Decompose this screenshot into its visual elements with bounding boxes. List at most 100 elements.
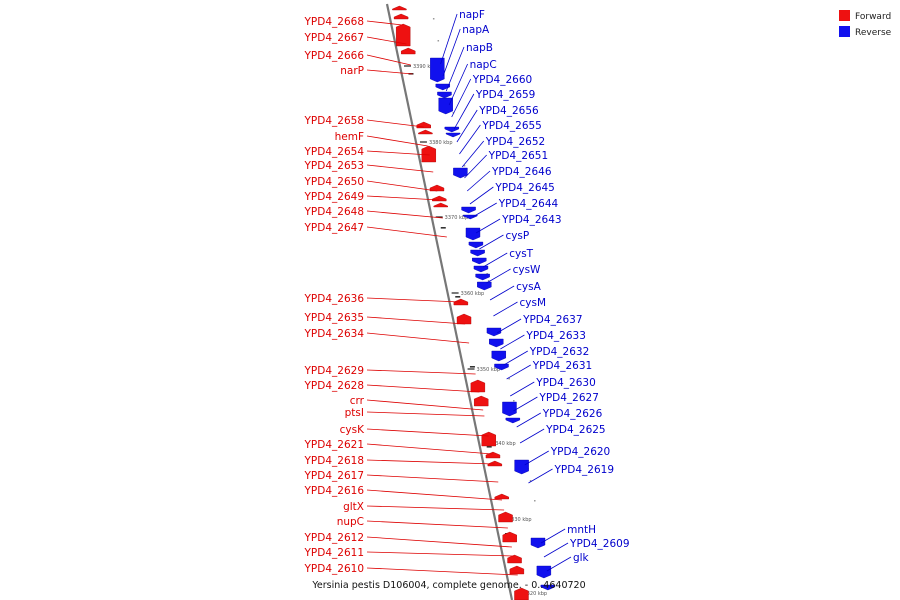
forward-gene-label: YPD4_2621 xyxy=(304,439,364,451)
reverse-leader-line xyxy=(546,556,572,572)
forward-leader-line xyxy=(366,443,493,455)
reverse-leader-line xyxy=(442,28,461,77)
reverse-gene-label: YPD4_2626 xyxy=(542,408,603,420)
forward-gene-label: YPD4_2635 xyxy=(304,312,364,324)
reverse-gene-feature xyxy=(530,537,546,549)
forward-gene-feature xyxy=(470,379,486,393)
forward-gene-label: YPD4_2658 xyxy=(304,115,364,127)
reverse-gene-label: glk xyxy=(573,552,590,564)
reverse-gene-label: YPD4_2633 xyxy=(525,330,585,342)
forward-gene-feature xyxy=(433,202,448,208)
forward-leader-line xyxy=(366,474,499,483)
reverse-gene-feature xyxy=(475,273,490,281)
reverse-gene-label: YPD4_2625 xyxy=(545,424,605,436)
forward-gene-label: YPD4_2650 xyxy=(304,176,364,188)
reverse-leader-line xyxy=(466,170,491,192)
backbone-layer xyxy=(385,3,514,600)
forward-leader-line xyxy=(366,119,424,128)
reverse-gene-label: YPD4_2619 xyxy=(554,464,614,476)
forward-leader-line xyxy=(366,69,413,75)
reverse-leader-line xyxy=(472,202,497,218)
reverse-leader-line xyxy=(451,78,472,118)
forward-leader-line xyxy=(366,428,489,437)
reverse-gene-label: YPD4_2620 xyxy=(550,446,610,458)
reverse-gene-label: napA xyxy=(462,24,490,36)
reverse-leader-line xyxy=(440,13,458,65)
reverse-gene-label: YPD4_2660 xyxy=(472,74,532,86)
reverse-gene-label: YPD4_2656 xyxy=(478,105,539,117)
forward-leader-line xyxy=(366,150,430,156)
reverse-gene-feature xyxy=(468,241,484,249)
reverse-leader-line xyxy=(496,318,522,334)
reverse-gene-feature xyxy=(491,350,506,362)
forward-gene-feature xyxy=(421,145,436,163)
forward-leader-line xyxy=(366,536,512,548)
reverse-leader-line xyxy=(482,252,508,268)
forward-leader-line xyxy=(366,135,428,147)
forward-gene-label: ptsI xyxy=(345,407,364,419)
forward-leader-line xyxy=(366,226,447,238)
track-dot xyxy=(529,480,532,482)
legend-swatch-forward xyxy=(839,10,850,21)
forward-leader-line xyxy=(366,399,484,411)
reverse-gene-label: napF xyxy=(459,9,485,21)
forward-gene-feature xyxy=(498,511,513,523)
reverse-gene-feature xyxy=(514,459,529,475)
forward-leader-line xyxy=(366,195,440,201)
reverse-leader-line xyxy=(489,285,515,301)
forward-gene-feature xyxy=(393,13,409,20)
scale-tick-label: 3330 kbp xyxy=(508,517,532,523)
reverse-gene-label: YPD4_2630 xyxy=(535,377,595,389)
forward-gene-label: YPD4_2610 xyxy=(304,563,364,575)
forward-leader-line xyxy=(366,20,403,26)
reverse-gene-feature xyxy=(453,167,468,179)
track-dot xyxy=(508,378,510,380)
feature-marker xyxy=(455,296,461,298)
forward-gene-label: YPD4_2647 xyxy=(304,222,364,234)
forward-leader-line xyxy=(366,369,476,375)
forward-gene-label: crr xyxy=(350,395,365,407)
reverse-leader-line xyxy=(464,154,487,179)
reverse-gene-feature xyxy=(477,281,492,291)
forward-gene-label: hemF xyxy=(335,131,364,143)
forward-leader-line xyxy=(366,164,434,173)
forward-gene-feature xyxy=(514,587,529,600)
reverse-gene-label: napC xyxy=(470,59,497,71)
reverse-leader-line xyxy=(540,528,566,544)
reverse-leader-line xyxy=(543,542,569,558)
scale-tick-label: 3390 kbp xyxy=(413,64,437,70)
forward-gene-feature xyxy=(453,298,469,306)
reverse-leader-line xyxy=(503,350,528,366)
forward-gene-feature xyxy=(395,23,411,47)
genome-caption: Yersinia pestis D106004, complete genome… xyxy=(311,580,585,591)
reverse-leader-line xyxy=(448,63,468,106)
reverse-leader-line xyxy=(456,109,478,143)
reverse-gene-feature xyxy=(444,126,459,133)
forward-gene-feature xyxy=(429,184,445,192)
reverse-gene-label: cysW xyxy=(513,264,541,276)
reverse-gene-label: cysM xyxy=(520,297,547,309)
reverse-leader-line xyxy=(516,412,541,428)
forward-gene-feature xyxy=(456,313,472,325)
track-dot xyxy=(534,500,536,502)
reverse-gene-label: mntH xyxy=(567,524,596,536)
forward-gene-label: YPD4_2628 xyxy=(304,380,364,392)
forward-gene-label: YPD4_2649 xyxy=(304,191,364,203)
reverse-leader-line xyxy=(461,140,485,168)
track-dot xyxy=(432,18,435,20)
forward-gene-feature xyxy=(487,460,503,467)
forward-leader-line xyxy=(366,567,518,576)
reverse-gene-feature xyxy=(461,206,476,214)
forward-leader-line xyxy=(366,210,443,219)
legend: Forward Reverse xyxy=(839,10,892,38)
legend-label-reverse: Reverse xyxy=(855,28,892,38)
legend-label-forward: Forward xyxy=(855,12,891,22)
track-dot xyxy=(513,400,515,402)
scale-tick-label: 3360 kbp xyxy=(461,291,485,297)
gene-features xyxy=(392,5,556,600)
forward-gene-feature xyxy=(502,531,517,543)
forward-leader-line xyxy=(366,411,485,417)
reverse-leader-line xyxy=(493,301,518,317)
scale-tick-label: 3320 kbp xyxy=(524,591,548,597)
